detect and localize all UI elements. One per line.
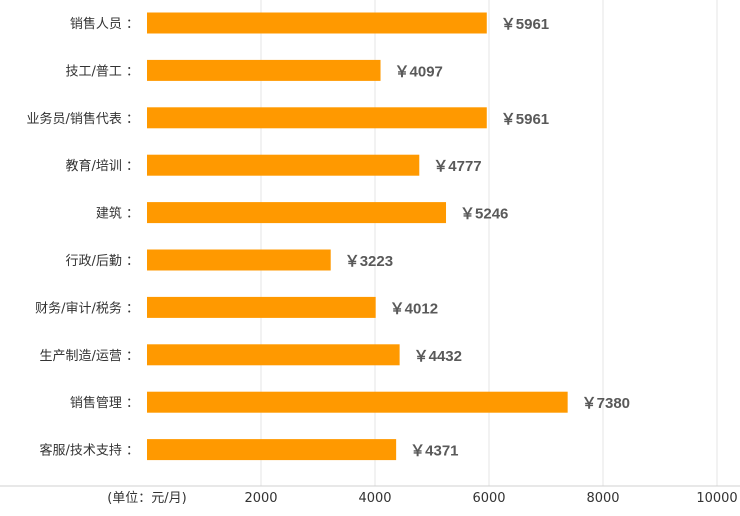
category-label: 业务员/销售代表 ：: [26, 111, 139, 127]
value-label: ￥7380: [582, 395, 630, 412]
category-label: 销售管理 ：: [70, 395, 139, 411]
bar: [147, 154, 420, 176]
category-label: 销售人员 ：: [70, 16, 139, 32]
x-tick-label: 6000: [472, 491, 505, 506]
value-label: ￥5961: [501, 111, 549, 128]
unit-label: (单位：元/月): [107, 491, 187, 506]
bar: [147, 439, 397, 461]
value-label: ￥4097: [395, 63, 443, 80]
bar: [147, 12, 487, 34]
value-label: ￥5961: [501, 16, 549, 33]
value-label: ￥4432: [414, 348, 462, 365]
category-label: 技工/普工 ：: [65, 64, 139, 79]
value-label: ￥4371: [410, 443, 458, 460]
value-label: ￥4777: [433, 158, 481, 175]
category-label: 建筑 ：: [96, 206, 139, 222]
bar: [147, 344, 400, 366]
value-label: ￥3223: [345, 253, 393, 270]
bar: [147, 59, 381, 81]
value-label: ￥5246: [460, 206, 508, 223]
bar: [147, 249, 331, 271]
category-label: 行政/后勤 ：: [65, 254, 139, 269]
bar: [147, 296, 376, 318]
category-label: 财务/审计/税务 ：: [35, 300, 139, 316]
bar: [147, 107, 487, 129]
x-tick-label: 8000: [586, 491, 619, 506]
category-label: 生产制造/运营 ：: [39, 349, 139, 364]
x-tick-label: 2000: [244, 491, 277, 506]
category-label: 教育/培训 ：: [65, 158, 139, 174]
x-tick-label: 4000: [358, 491, 391, 506]
category-label: 客服/技术支持 ：: [39, 443, 139, 459]
bar: [147, 202, 447, 224]
value-label: ￥4012: [390, 300, 438, 317]
bar: [147, 391, 568, 413]
x-tick-label: 10000: [696, 491, 737, 506]
